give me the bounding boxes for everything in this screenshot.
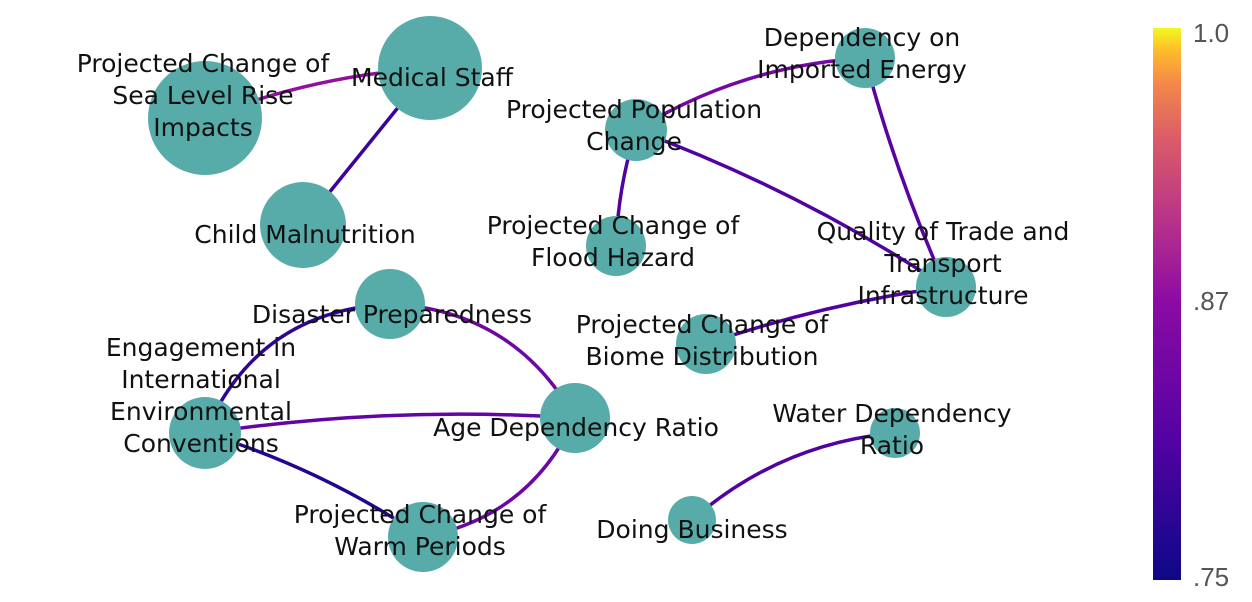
- node-label-line: Biome Distribution: [586, 342, 819, 371]
- node-age_dependency[interactable]: [540, 383, 610, 453]
- node-label-line: Disaster Preparedness: [252, 300, 532, 329]
- node-label-line: Projected Change of: [77, 49, 331, 78]
- colorbar-min-label: .75: [1193, 562, 1229, 592]
- edge-doing_business-water_dependency: [690, 431, 896, 522]
- node-label-line: Engagement in: [106, 333, 296, 362]
- colorbar: 1.0 .87 .75: [1153, 18, 1229, 592]
- edge-environmental_conventions-age_dependency: [204, 412, 576, 435]
- node-medical_staff[interactable]: [378, 16, 482, 120]
- colorbar-mid-label: .87: [1193, 286, 1229, 316]
- node-label-warm_periods: Projected Change of Warm Periods: [294, 500, 548, 561]
- node-flood_hazard[interactable]: [586, 216, 646, 276]
- node-label-medical_staff: Medical Staff: [351, 63, 514, 92]
- node-label-line: Projected Change of: [487, 211, 741, 240]
- colorbar-max-label: 1.0: [1193, 18, 1229, 48]
- labels-layer: Projected Change of Sea Level Rise Impacts…: [77, 23, 1070, 561]
- node-label-line: Conventions: [123, 429, 279, 458]
- node-label-line: International: [121, 365, 281, 394]
- node-child_malnutrition[interactable]: [260, 182, 346, 268]
- node-label-line: Ratio: [860, 431, 924, 460]
- node-label-age_dependency: Age Dependency Ratio: [433, 413, 719, 442]
- node-label-line: Impacts: [153, 113, 253, 142]
- node-environmental_conventions[interactable]: [169, 397, 241, 469]
- node-label-disaster_preparedness: Disaster Preparedness: [252, 300, 532, 329]
- node-label-line: Transport: [883, 249, 1002, 278]
- node-label-line: Child Malnutrition: [194, 220, 415, 249]
- node-population_change[interactable]: [605, 99, 667, 161]
- node-sea_level[interactable]: [148, 61, 262, 175]
- node-label-line: Age Dependency Ratio: [433, 413, 719, 442]
- node-label-line: Projected Population: [506, 95, 762, 124]
- node-water_dependency[interactable]: [870, 408, 920, 458]
- node-disaster_preparedness[interactable]: [355, 269, 425, 339]
- node-label-line: Quality of Trade and: [817, 217, 1070, 246]
- node-label-line: Doing Business: [596, 515, 787, 544]
- nodes-layer: [148, 16, 976, 572]
- node-trade_transport[interactable]: [916, 257, 976, 317]
- node-label-line: Projected Change of: [294, 500, 548, 529]
- node-label-line: Warm Periods: [334, 532, 506, 561]
- node-label-line: Infrastructure: [857, 281, 1028, 310]
- node-label-line: Projected Change of: [576, 310, 830, 339]
- node-label-line: Environmental: [110, 397, 292, 426]
- node-label-environmental_conventions: Engagement in International Environmental C…: [106, 333, 296, 458]
- node-label-line: Flood Hazard: [531, 243, 695, 272]
- edge-population_change-trade_transport: [635, 128, 947, 289]
- node-label-line: Imported Energy: [757, 55, 967, 84]
- node-label-dependency_energy: Dependency on Imported Energy: [757, 23, 967, 84]
- node-label-water_dependency: Water Dependency Ratio: [772, 399, 1011, 460]
- node-label-line: Change: [586, 127, 682, 156]
- node-label-population_change: Projected Population Change: [506, 95, 762, 156]
- node-label-line: Medical Staff: [351, 63, 514, 92]
- node-label-line: Water Dependency: [772, 399, 1011, 428]
- node-dependency_energy[interactable]: [835, 28, 895, 88]
- node-biome_distribution[interactable]: [676, 314, 736, 374]
- node-doing_business[interactable]: [668, 496, 716, 544]
- node-label-line: Dependency on: [764, 23, 960, 52]
- node-label-sea_level: Projected Change of Sea Level Rise Impacts: [77, 49, 331, 142]
- edges-layer: [203, 56, 948, 539]
- node-label-biome_distribution: Projected Change of Biome Distribution: [576, 310, 830, 371]
- colorbar-gradient: [1153, 28, 1181, 580]
- edge-biome_distribution-trade_transport: [705, 285, 947, 346]
- node-label-doing_business: Doing Business: [596, 515, 787, 544]
- node-label-child_malnutrition: Child Malnutrition: [194, 220, 415, 249]
- node-warm_periods[interactable]: [388, 502, 458, 572]
- node-label-flood_hazard: Projected Change of Flood Hazard: [487, 211, 741, 272]
- node-label-trade_transport: Quality of Trade and Transport Infrastruct…: [817, 217, 1070, 310]
- edge-dependency_energy-trade_transport: [863, 57, 948, 288]
- node-label-line: Sea Level Rise: [112, 81, 293, 110]
